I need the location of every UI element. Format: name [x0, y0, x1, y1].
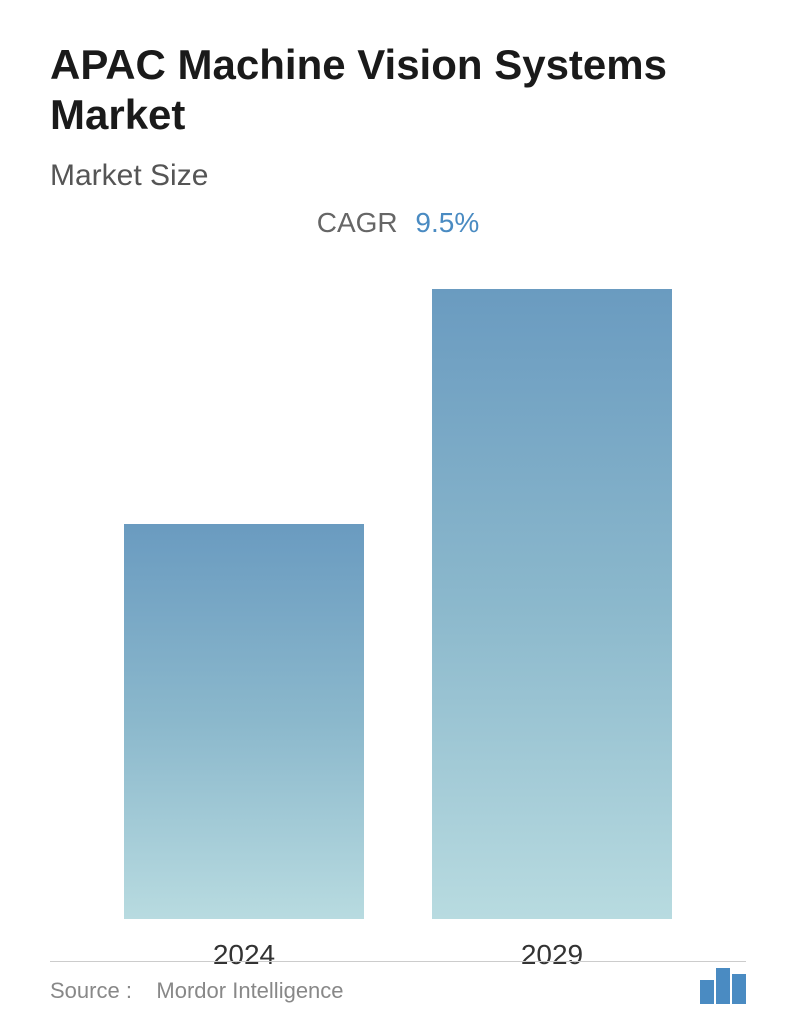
- cagr-value: 9.5%: [415, 207, 479, 238]
- cagr-label: CAGR: [317, 207, 398, 238]
- bar-2024: [124, 524, 364, 919]
- logo-bar: [732, 974, 746, 1004]
- chart-area: [50, 279, 746, 919]
- source-value: Mordor Intelligence: [156, 978, 343, 1003]
- bar-2029: [432, 289, 672, 919]
- source-attribution: Source : Mordor Intelligence: [50, 978, 344, 1004]
- logo-bar: [716, 968, 730, 1004]
- brand-logo-icon: [700, 968, 746, 1004]
- logo-bar: [700, 980, 714, 1004]
- source-label: Source :: [50, 978, 132, 1003]
- chart-subtitle: Market Size: [50, 159, 746, 193]
- footer: Source : Mordor Intelligence: [50, 956, 746, 1004]
- chart-title: APAC Machine Vision Systems Market: [50, 40, 746, 141]
- cagr-row: CAGR 9.5%: [50, 207, 746, 239]
